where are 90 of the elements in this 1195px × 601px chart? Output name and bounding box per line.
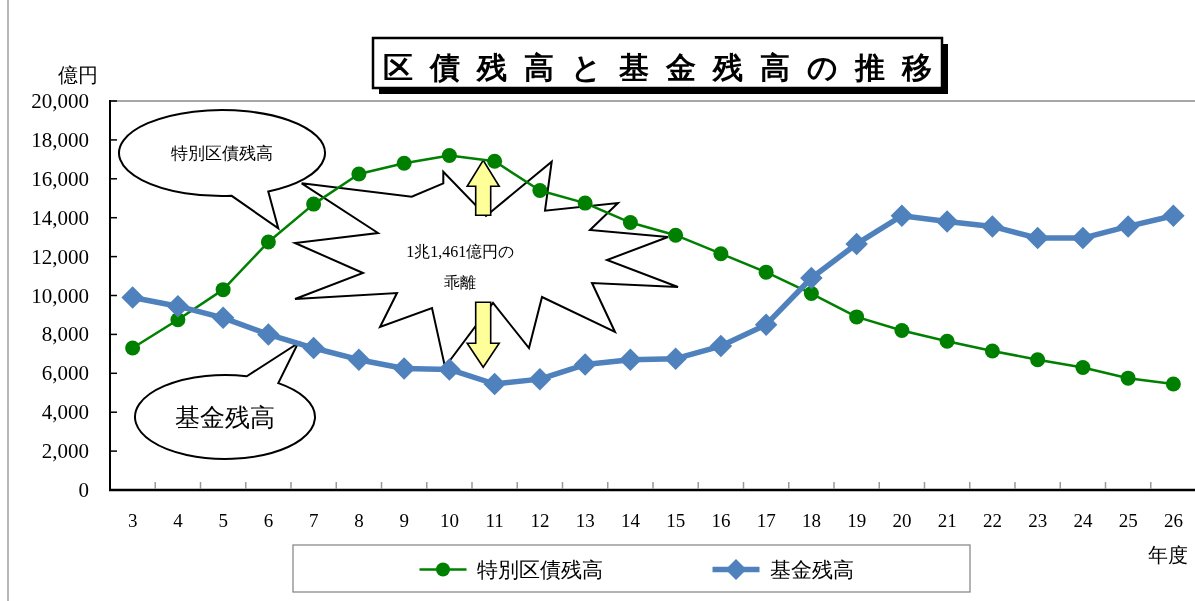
point [483, 372, 506, 396]
point [1120, 370, 1136, 386]
point [1162, 204, 1185, 228]
y-tick-label: 18,000 [31, 127, 89, 152]
point [487, 153, 503, 169]
point [577, 195, 593, 211]
point [125, 340, 141, 356]
point [668, 227, 684, 243]
x-tick-label: 26 [1163, 510, 1183, 531]
point [713, 246, 729, 262]
point [849, 309, 865, 325]
point [758, 264, 774, 280]
x-tick-label: 22 [982, 510, 1002, 531]
point [260, 234, 276, 250]
y-tick-label: 16,000 [31, 166, 89, 191]
point [1071, 226, 1095, 250]
y-axis-title: 億円 [58, 64, 98, 86]
x-tick-label: 13 [575, 510, 595, 531]
x-tick-label: 21 [937, 510, 957, 531]
point [939, 333, 955, 349]
x-tick-label: 14 [620, 510, 641, 531]
point [1030, 352, 1046, 368]
x-axis-title: 年度 [1148, 544, 1188, 566]
x-tick-label: 16 [711, 510, 731, 531]
legend-label: 基金残高 [769, 557, 854, 581]
y-tick-label: 20,000 [31, 89, 89, 113]
point [396, 155, 412, 171]
point [754, 313, 778, 336]
point [215, 282, 231, 298]
point [121, 286, 144, 309]
y-tick-label: 2,000 [41, 439, 89, 464]
y-tick-label: 4,000 [41, 400, 89, 425]
point [392, 357, 416, 380]
point [166, 294, 190, 318]
annotation: 基金残高 [175, 404, 275, 431]
y-tick-label: 6,000 [41, 361, 89, 386]
point [1116, 215, 1140, 238]
x-tick-label: 15 [666, 510, 686, 531]
chart-title: 区債残高と基金残高の推移 [383, 51, 949, 84]
x-tick-label: 18 [801, 510, 821, 531]
y-tick-label: 14,000 [31, 205, 89, 230]
x-tick-label: 5 [218, 510, 228, 531]
point [890, 204, 914, 228]
point [800, 266, 823, 290]
point [935, 210, 959, 233]
point [894, 323, 910, 339]
x-tick-label: 4 [173, 510, 184, 531]
y-tick-label: 10,000 [31, 283, 89, 308]
point [257, 323, 280, 346]
point [438, 358, 461, 381]
point [619, 348, 642, 371]
point [1165, 376, 1181, 392]
point [984, 343, 1000, 359]
x-tick-label: 3 [127, 510, 138, 531]
point [709, 334, 733, 358]
x-tick-label: 8 [354, 510, 364, 531]
point [981, 215, 1004, 238]
point [302, 336, 325, 360]
point [441, 147, 457, 163]
x-tick-label: 19 [847, 510, 867, 531]
point [211, 306, 235, 330]
y-tick-label: 12,000 [31, 244, 89, 269]
point [1026, 226, 1049, 250]
x-tick-label: 7 [308, 510, 319, 531]
point [622, 215, 638, 231]
x-tick-label: 23 [1028, 510, 1048, 531]
point [664, 347, 687, 370]
point [528, 367, 552, 391]
point [803, 286, 819, 302]
legend-label: 特別区債残高 [476, 557, 603, 581]
point [532, 182, 548, 198]
x-tick-label: 20 [892, 510, 912, 531]
point [347, 348, 371, 371]
annotation: 特別区債残高 [171, 144, 273, 164]
x-tick-label: 25 [1118, 510, 1138, 531]
x-tick-label: 24 [1073, 510, 1093, 531]
x-tick-label: 6 [263, 510, 274, 531]
point [306, 196, 322, 212]
point [573, 353, 597, 376]
y-tick-label: 0 [78, 478, 89, 502]
x-tick-label: 9 [399, 510, 409, 531]
point [845, 232, 868, 256]
x-tick-label: 17 [756, 510, 776, 531]
y-tick-label: 8,000 [41, 322, 89, 347]
annotation: 1兆1,461億円の乖離 [406, 242, 515, 291]
point [351, 166, 367, 182]
point [1075, 359, 1091, 375]
x-tick-label: 11 [485, 510, 504, 531]
x-tick-label: 12 [530, 510, 550, 531]
x-tick-label: 10 [439, 510, 459, 531]
